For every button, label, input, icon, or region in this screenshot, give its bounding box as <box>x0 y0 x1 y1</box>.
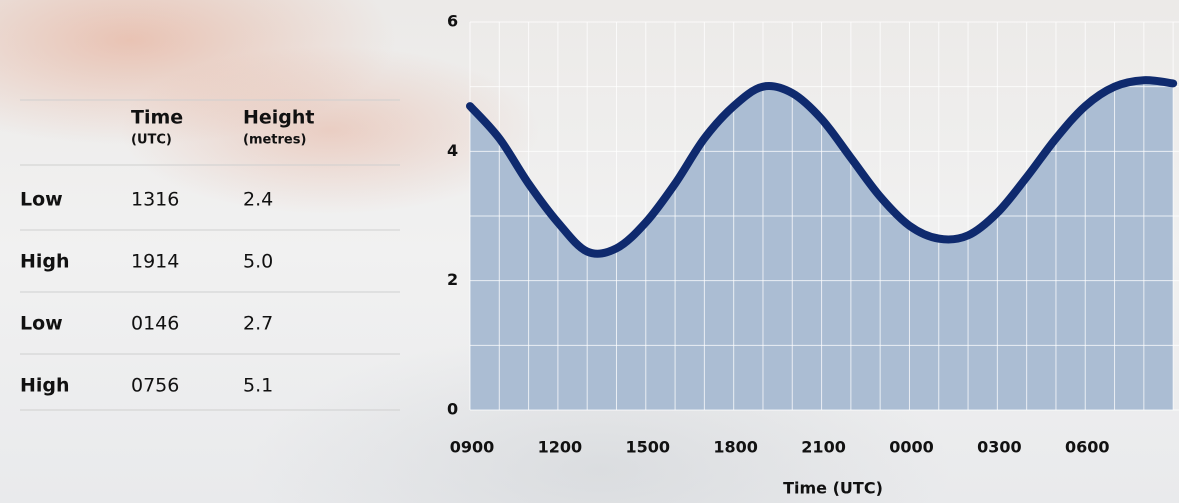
tide-line <box>466 76 1178 258</box>
row-height: 5.1 <box>243 375 273 397</box>
column-header: Time <box>131 107 183 129</box>
row-type: High <box>20 251 70 273</box>
x-axis-title: Time (UTC) <box>783 479 883 498</box>
x-tick-label: 1800 <box>713 438 758 457</box>
y-tick-label: 4 <box>447 141 458 160</box>
y-tick-label: 2 <box>447 270 458 289</box>
y-tick-label: 6 <box>447 12 458 31</box>
column-header: Height <box>243 107 315 129</box>
x-tick-label: 2100 <box>801 438 846 457</box>
x-tick-label: 0000 <box>889 438 934 457</box>
row-height: 2.7 <box>243 313 273 335</box>
y-tick-label: 0 <box>447 400 458 419</box>
row-height: 5.0 <box>243 251 273 273</box>
row-time: 0146 <box>131 313 179 335</box>
row-type: Low <box>20 189 63 211</box>
row-time: 1316 <box>131 189 179 211</box>
row-time: 0756 <box>131 375 179 397</box>
row-time: 1914 <box>131 251 179 273</box>
row-type: Low <box>20 313 63 335</box>
x-tick-label: 1200 <box>538 438 583 457</box>
column-unit: (metres) <box>243 133 306 148</box>
x-tick-label: 0900 <box>450 438 495 457</box>
row-height: 2.4 <box>243 189 273 211</box>
row-type: High <box>20 375 70 397</box>
chart: 0 2 4 6 0900 1200 1500 1800 2100 0000 0300 0600 Time… <box>447 12 1179 498</box>
x-tick-label: 0600 <box>1065 438 1110 457</box>
x-tick-label: 0300 <box>977 438 1022 457</box>
x-tick-label: 1500 <box>626 438 671 457</box>
tide-table: Time (UTC) Height (metres) <box>20 99 400 411</box>
column-unit: (UTC) <box>131 133 172 148</box>
